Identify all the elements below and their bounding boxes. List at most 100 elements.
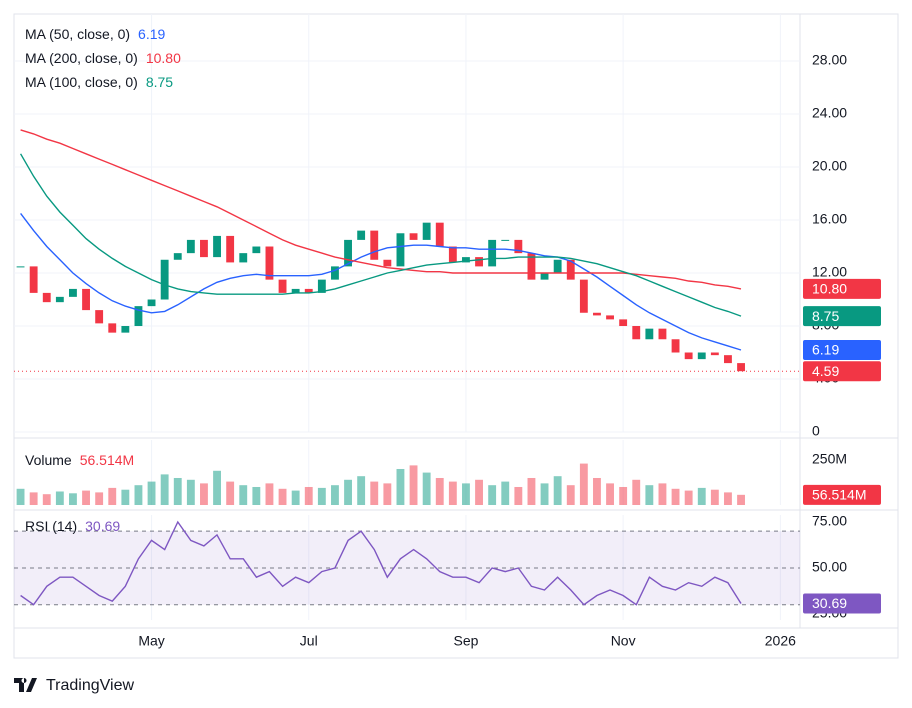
volume-bar [265, 483, 274, 505]
candle [475, 257, 483, 267]
candle [29, 266, 38, 293]
candle [527, 253, 536, 280]
y-tick-label: 50.00 [812, 559, 847, 575]
candle [344, 239, 352, 267]
y-tick-label: 12.00 [812, 264, 847, 280]
volume-bar [710, 489, 719, 505]
x-tick-label: May [138, 633, 164, 649]
volume-bar [501, 481, 510, 505]
volume-bar [147, 481, 156, 505]
volume-bar [370, 481, 379, 505]
volume-bar [422, 472, 431, 505]
candle [134, 306, 143, 327]
legend-name: MA (50, close, 0) [25, 26, 130, 42]
volume-bar [579, 463, 588, 505]
badge-label: 4.59 [812, 363, 839, 379]
volume-bar [108, 487, 117, 505]
legend-value: 10.80 [146, 50, 181, 66]
volume-title: Volume [25, 452, 72, 468]
price-badge: 30.69 [803, 593, 881, 614]
volume-bar [606, 483, 614, 505]
candle [95, 310, 104, 324]
volume-bar [514, 486, 523, 505]
candle [383, 259, 392, 267]
volume-bar [278, 488, 287, 505]
candle [514, 239, 523, 254]
volume-bar [448, 481, 457, 505]
candle [501, 239, 510, 241]
candle [108, 323, 117, 333]
volume-bar [697, 487, 706, 505]
volume-bar [540, 483, 549, 505]
candle [304, 288, 313, 293]
volume-bar [435, 477, 444, 505]
candle [226, 235, 235, 263]
candle [357, 230, 366, 240]
badge-label: 8.75 [812, 308, 839, 324]
candle [147, 299, 156, 307]
candle [265, 246, 274, 280]
price-badge: 6.19 [803, 339, 881, 360]
y-tick-label: 0 [812, 423, 820, 439]
candle [160, 259, 169, 300]
volume-bar [29, 492, 38, 505]
chart-frame [13, 13, 899, 659]
price-badge: 4.59 [803, 361, 881, 382]
legend-entry: MA (50, close, 0) 6.19 [25, 26, 166, 42]
candle [448, 246, 457, 263]
volume-bar [645, 485, 654, 505]
volume-bar [55, 491, 64, 505]
legend-value: 8.75 [146, 74, 173, 90]
volume-bar [658, 483, 667, 505]
candle [317, 279, 326, 293]
candle [82, 288, 90, 311]
volume-bar [213, 470, 221, 505]
volume-bar [357, 476, 366, 505]
volume-bar [186, 479, 195, 505]
volume-bar [344, 479, 352, 505]
candle [55, 296, 64, 303]
legend-name: MA (100, close, 0) [25, 74, 138, 90]
volume-bar [95, 492, 104, 505]
volume-bar [331, 485, 339, 505]
candle [435, 222, 444, 247]
price-badge: 56.514M [803, 484, 881, 505]
volume-bar [475, 479, 483, 505]
volume-value: 56.514M [80, 452, 134, 468]
x-tick-label: Nov [611, 633, 636, 649]
volume-bar [42, 494, 51, 505]
legend-entry: MA (200, close, 0) 10.80 [25, 50, 181, 66]
ma-line [19, 153, 742, 317]
volume-bar [671, 488, 680, 505]
y-tick-label: 16.00 [812, 211, 847, 227]
volume-bar [553, 476, 562, 505]
volume-bar [134, 485, 143, 505]
rsi-value: 30.69 [85, 518, 120, 534]
candle [16, 266, 25, 268]
volume-bar [737, 494, 745, 505]
volume-bar [200, 483, 208, 505]
volume-bar [527, 477, 536, 505]
volume-bar [396, 468, 405, 505]
badge-label: 30.69 [812, 595, 847, 611]
rsi-title: RSI (14) [25, 518, 77, 534]
rsi-line [20, 520, 742, 606]
volume-bar [632, 479, 641, 505]
badge-label: 6.19 [812, 342, 839, 358]
candle [370, 230, 379, 260]
y-tick-label: 20.00 [812, 158, 847, 174]
candle [593, 312, 601, 316]
candle [173, 253, 182, 260]
volume-bar [488, 485, 497, 505]
candle [239, 253, 248, 263]
volume-bar [383, 483, 392, 505]
brand-logo: TradingView [14, 677, 134, 694]
x-tick-label: 2026 [765, 633, 796, 649]
badge-box [803, 306, 881, 327]
volume-bar [291, 490, 300, 505]
legend-entry: MA (100, close, 0) 8.75 [25, 74, 173, 90]
x-tick-label: Jul [300, 633, 318, 649]
volume-bar [304, 486, 313, 505]
badge-box [803, 278, 881, 299]
